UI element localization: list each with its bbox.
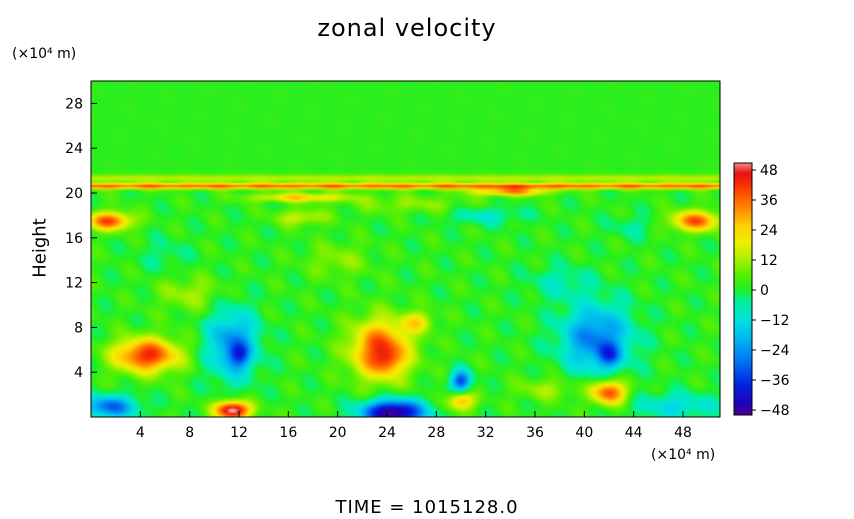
colorbar-tick-label: −48 xyxy=(760,403,790,419)
y-tick-label: 12 xyxy=(65,276,83,292)
x-tick-label: 16 xyxy=(279,425,297,441)
colorbar-gradient xyxy=(734,163,752,415)
colorbar-tick-label: 24 xyxy=(760,223,778,239)
colorbar-tick-label: 0 xyxy=(760,283,769,299)
x-tick-label: 48 xyxy=(674,425,692,441)
y-tick-label: 16 xyxy=(65,231,83,247)
plot-frame xyxy=(90,80,721,418)
colorbar-tick-label: 48 xyxy=(760,163,778,179)
x-tick-label: 32 xyxy=(477,425,495,441)
y-tick-label: 4 xyxy=(74,365,83,381)
x-tick-label: 28 xyxy=(427,425,445,441)
x-axis: 4 8 12 16 20 24 28 32 36 40 44 48 xyxy=(136,411,692,441)
y-axis-unit: (×10⁴ m) xyxy=(12,46,77,62)
colorbar-frame xyxy=(733,162,753,416)
y-tick-label: 28 xyxy=(65,96,83,112)
colorbar-tick-label: −12 xyxy=(760,313,790,329)
colorbar xyxy=(733,162,753,416)
colorbar-tick-label: −36 xyxy=(760,373,790,389)
plot-area xyxy=(90,80,721,418)
x-tick-label: 20 xyxy=(329,425,347,441)
y-axis: 4 8 12 16 20 24 28 xyxy=(65,96,97,381)
x-tick-label: 44 xyxy=(625,425,643,441)
colorbar-tick-label: −24 xyxy=(760,343,790,359)
colorbar-tick-label: 36 xyxy=(760,193,778,209)
y-tick-label: 20 xyxy=(65,186,83,202)
x-tick-label: 12 xyxy=(230,425,248,441)
x-tick-label: 8 xyxy=(185,425,194,441)
y-tick-label: 24 xyxy=(65,141,83,157)
colorbar-ticks: 48 36 24 12 0 −12 −24 −36 −48 xyxy=(752,163,790,419)
x-tick-label: 40 xyxy=(575,425,593,441)
x-tick-label: 24 xyxy=(378,425,396,441)
chart-title: zonal velocity xyxy=(317,14,497,42)
x-tick-label: 4 xyxy=(136,425,145,441)
y-tick-label: 8 xyxy=(74,320,83,336)
colorbar-tick-label: 12 xyxy=(760,253,778,269)
velocity-field xyxy=(91,81,720,417)
time-label: TIME = 1015128.0 xyxy=(335,497,519,518)
x-tick-label: 36 xyxy=(526,425,544,441)
x-axis-unit: (×10⁴ m) xyxy=(651,447,716,463)
